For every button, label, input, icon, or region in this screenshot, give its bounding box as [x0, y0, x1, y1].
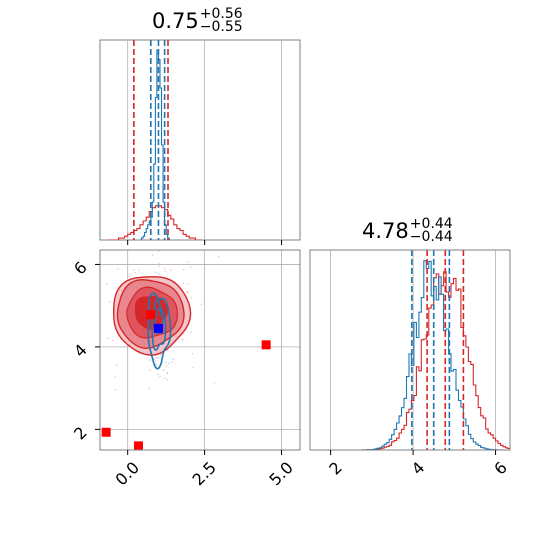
sample-point [112, 339, 114, 342]
red-histogram [310, 271, 510, 450]
title-param-2-errors: +0.44 −0.44 [409, 216, 453, 245]
sample-point [166, 379, 169, 381]
sample-point [187, 291, 189, 294]
sample-point [105, 283, 108, 285]
sample-point [169, 269, 172, 271]
sample-point [192, 366, 195, 369]
red-marker [101, 427, 111, 437]
sample-point [168, 362, 170, 365]
sample-point [164, 270, 167, 273]
hist-panel-param-1 [99, 39, 301, 245]
blue-marker [153, 323, 163, 333]
sample-point [163, 267, 166, 270]
sample-point [149, 359, 151, 361]
sample-point [182, 268, 185, 271]
title-param-2-upper: +0.44 [409, 216, 453, 232]
sample-point [151, 254, 154, 256]
blue-contour-core [154, 307, 164, 335]
sample-point [190, 266, 192, 268]
sample-point [134, 271, 136, 274]
sample-point [158, 265, 160, 267]
x-tick-label: 0.0 [112, 458, 143, 489]
sample-point [157, 357, 160, 359]
red-marker [133, 441, 143, 450]
sample-point [138, 269, 140, 272]
red-marker [146, 310, 156, 320]
sample-point [172, 358, 174, 360]
sample-point [154, 271, 157, 274]
sample-point [134, 246, 136, 248]
title-param-1: 0.75 +0.56 −0.55 [152, 6, 243, 35]
sample-point [164, 377, 166, 380]
y-tick-label: 6 [70, 258, 91, 279]
title-param-2: 4.78 +0.44 −0.44 [362, 216, 453, 245]
sample-point [157, 250, 160, 252]
sample-point [153, 358, 155, 360]
sample-point [155, 357, 158, 359]
sample-point [133, 269, 135, 271]
title-param-2-value: 4.78 [362, 219, 409, 243]
sample-point [157, 373, 159, 376]
red-histogram [109, 205, 202, 240]
sample-point [166, 372, 169, 374]
sample-point [165, 364, 168, 367]
blue-contour-outer [147, 292, 172, 370]
red-marker [261, 340, 271, 350]
sample-point [191, 352, 194, 355]
sample-point [100, 243, 102, 245]
sample-point [162, 369, 165, 372]
joint-panel: 0.0 2.5 5.0 2 4 6 [70, 243, 301, 489]
sample-point [217, 255, 220, 258]
y-tick-label: 4 [70, 340, 91, 361]
x-tick-label: 4 [408, 458, 429, 479]
sample-point [186, 290, 188, 293]
x-tick-label: 5.0 [265, 458, 296, 489]
sample-point [171, 361, 173, 364]
sample-point [182, 282, 184, 284]
sample-point [159, 375, 161, 378]
sample-point [158, 262, 161, 265]
title-param-1-lower: −0.55 [199, 19, 243, 35]
sample-point [181, 338, 184, 341]
sample-point [166, 349, 169, 351]
sample-point [213, 381, 216, 384]
x-tick-label: 2.5 [188, 458, 219, 489]
sample-point [187, 283, 190, 286]
sample-point [165, 361, 168, 364]
sample-point [190, 331, 192, 333]
hist-panel-param-2-frame [309, 249, 511, 451]
title-param-2-lower: −0.44 [409, 229, 453, 245]
blue-histogram [310, 260, 510, 450]
blue-contour-inner [151, 299, 167, 351]
sample-point [148, 387, 151, 390]
sample-point [157, 273, 159, 275]
sample-point [190, 296, 193, 299]
sample-point [128, 275, 130, 278]
sample-point [107, 337, 109, 340]
blue-histogram [140, 49, 171, 240]
title-param-1-upper: +0.56 [199, 6, 243, 22]
title-param-1-value: 0.75 [152, 9, 199, 33]
sample-point [116, 268, 119, 270]
sample-point [148, 369, 151, 371]
sample-point [114, 376, 117, 378]
sample-point [159, 353, 162, 356]
title-param-1-errors: +0.56 −0.55 [199, 6, 243, 35]
hist-panel-param-1-frame [99, 39, 301, 241]
x-tick-label: 6 [490, 458, 511, 479]
hist-panel-param-2: 2 4 6 [309, 249, 511, 479]
sample-point [155, 363, 158, 366]
sample-point [114, 388, 117, 391]
sample-point [154, 359, 157, 362]
sample-point [200, 303, 203, 306]
y-tick-label: 2 [70, 423, 91, 444]
sample-point [187, 261, 189, 263]
joint-panel-frame [99, 249, 301, 451]
sample-point [115, 364, 118, 366]
x-tick-label: 2 [325, 458, 346, 479]
sample-point [108, 300, 111, 303]
